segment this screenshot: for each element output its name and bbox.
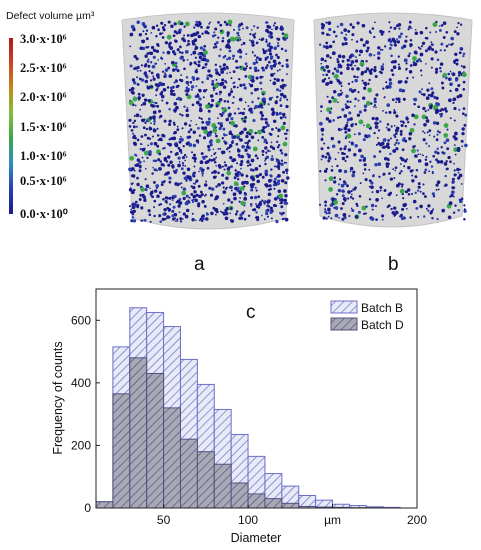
ct-renderings xyxy=(121,12,473,230)
legend-label-batch-b: Batch B xyxy=(361,301,403,315)
colorbar-tick-label: 1.5·x·10⁶ xyxy=(20,120,67,134)
legend-swatch-batch-d xyxy=(330,317,358,331)
bar-batch-d xyxy=(281,502,300,509)
colorbar-tick-label: 0.0·x·10⁰ xyxy=(20,207,68,221)
bar-batch-d xyxy=(163,407,181,509)
colorbar-title: Defect volume µm³ xyxy=(6,10,95,22)
bar-batch-d xyxy=(179,438,198,509)
colorbar-tick-label: 2.0·x·10⁶ xyxy=(20,90,67,104)
x-tick-label: 100 xyxy=(238,513,258,527)
defect-points-b xyxy=(318,20,468,221)
bar-batch-d xyxy=(230,482,249,509)
cylinder-b xyxy=(313,12,473,228)
bar-batch-d xyxy=(247,493,266,509)
panel-label-b: b xyxy=(388,254,399,275)
panel-label-c: c xyxy=(246,302,256,323)
series-batch-d xyxy=(95,357,384,509)
cylinder-a xyxy=(121,12,295,230)
y-tick-label: 600 xyxy=(71,313,91,327)
y-tick-label: 0 xyxy=(84,501,91,515)
legend: Batch B Batch D xyxy=(330,300,404,332)
bar-batch-d xyxy=(112,393,131,509)
defect-points-a xyxy=(128,19,290,224)
colorbar-tick-label: 1.0·x·10⁶ xyxy=(20,149,67,163)
bar-batch-d xyxy=(196,451,215,509)
legend-label-batch-d: Batch D xyxy=(361,318,404,332)
x-tick-label: 200 xyxy=(407,513,427,527)
panel-label-a: a xyxy=(194,254,205,275)
x-axis-title: Diameter xyxy=(231,531,282,545)
colorbar-tick-label: 0.5·x·10⁶ xyxy=(20,174,67,188)
y-tick-label: 400 xyxy=(71,376,91,390)
x-tick-label: µm xyxy=(324,513,341,527)
bar-batch-d xyxy=(95,501,114,509)
colorbar-tick-label: 2.5·x·10⁶ xyxy=(20,61,67,75)
bar-batch-d xyxy=(264,498,283,509)
colorbar-gradient xyxy=(9,38,13,214)
y-axis-title: Frequency of counts xyxy=(51,341,65,454)
bar-batch-d xyxy=(146,372,165,509)
plot-frame xyxy=(95,288,418,509)
y-tick-label: 200 xyxy=(71,438,91,452)
colorbar-tick-label: 3.0·x·10⁶ xyxy=(20,32,67,46)
legend-swatch-batch-b xyxy=(330,300,358,314)
bar-batch-d xyxy=(213,463,232,509)
bar-batch-d xyxy=(129,357,148,509)
x-tick-label: 50 xyxy=(157,513,171,527)
